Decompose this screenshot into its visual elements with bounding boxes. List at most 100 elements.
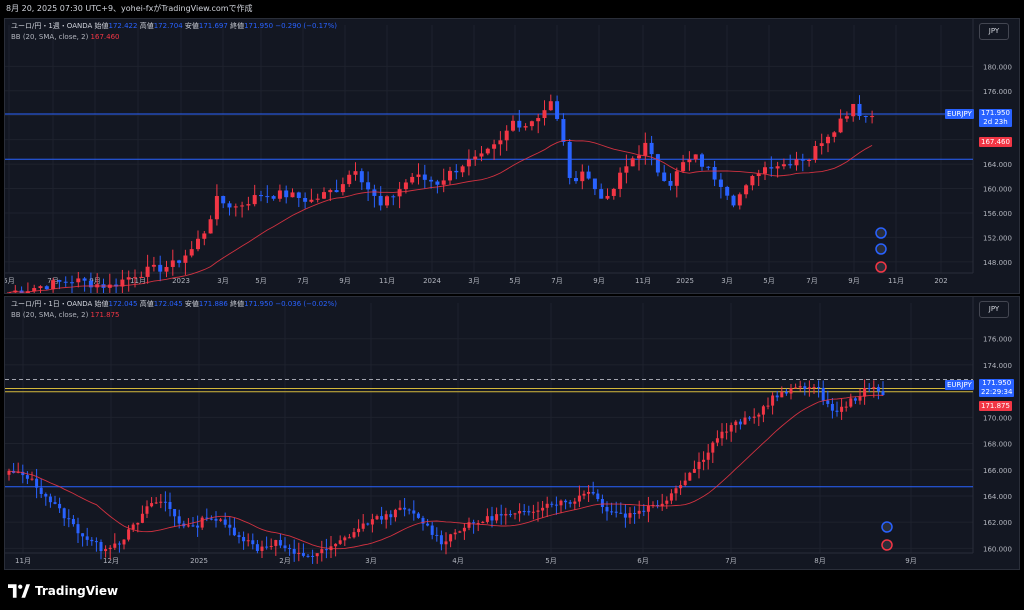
candle-body xyxy=(838,118,843,133)
candle-body xyxy=(90,539,94,542)
daily-close: 171.950 xyxy=(244,300,274,308)
candle-body xyxy=(784,391,788,394)
candle-body xyxy=(748,417,752,419)
candle-body xyxy=(410,176,415,183)
candle-body xyxy=(259,195,263,197)
daily-legend: ユーロ/円・1日・OANDA 始値172.045 高値172.045 安値171… xyxy=(11,300,337,319)
candle-body xyxy=(692,468,696,473)
candle-body xyxy=(637,155,641,159)
candle-body xyxy=(744,185,749,195)
candle-body xyxy=(296,192,301,198)
candle-body xyxy=(752,416,756,418)
x-tick-label: 11月 xyxy=(888,277,904,285)
candle-body xyxy=(454,170,459,173)
candle-body xyxy=(315,553,319,557)
candle-body xyxy=(347,537,351,539)
candle-body xyxy=(681,162,686,172)
y-tick-label: 174.000 xyxy=(983,362,1012,370)
candle-body xyxy=(697,461,701,469)
candle-body xyxy=(453,532,457,535)
x-tick-label: 9月 xyxy=(848,277,859,285)
candle-body xyxy=(448,170,452,181)
event-marker-icon xyxy=(881,539,893,551)
candle-body xyxy=(277,190,282,199)
candle-body xyxy=(518,511,522,514)
candle-body xyxy=(352,532,356,538)
candle-body xyxy=(734,421,738,426)
candle-body xyxy=(391,196,396,198)
candle-body xyxy=(76,524,80,534)
candle-body xyxy=(573,501,577,504)
weekly-close: 171.950 xyxy=(244,22,274,30)
x-tick-label: 3月 xyxy=(365,557,376,565)
candle-body xyxy=(48,496,52,503)
candle-body xyxy=(94,541,98,543)
candle-body xyxy=(715,438,719,443)
candle-body xyxy=(495,514,499,521)
candle-body xyxy=(460,166,465,173)
candle-body xyxy=(357,528,361,533)
candle-body xyxy=(550,503,554,505)
candle-body xyxy=(177,260,182,263)
candle-body xyxy=(361,523,365,529)
candle-body xyxy=(53,502,57,504)
candle-body xyxy=(720,431,724,439)
weekly-currency-button[interactable]: JPY xyxy=(979,23,1009,40)
candle-body xyxy=(191,525,195,527)
daily-symbol-tag: EURJPY xyxy=(945,380,974,390)
candle-body xyxy=(545,503,549,508)
candle-body xyxy=(227,203,232,208)
candle-body xyxy=(481,521,485,524)
candle-body xyxy=(397,189,402,197)
candle-body xyxy=(564,500,568,503)
candle-body xyxy=(674,171,679,186)
x-tick-label: 11月 xyxy=(15,557,31,565)
daily-chart-svg[interactable]: 160.000 162.000 164.000 166.000 168.000 170.0… xyxy=(5,297,1020,570)
x-tick-label: 5月 xyxy=(509,277,520,285)
candle-body xyxy=(76,278,81,283)
daily-indicator[interactable]: BB (20, SMA, close, 2) xyxy=(11,311,89,319)
candle-body xyxy=(306,555,310,557)
candle-body xyxy=(485,148,490,154)
weekly-indicator[interactable]: BB (20, SMA, close, 2) xyxy=(11,33,89,41)
candle-body xyxy=(718,179,723,187)
candle-body xyxy=(729,425,733,432)
candle-body xyxy=(202,233,207,239)
candle-body xyxy=(403,507,407,510)
candle-body xyxy=(228,524,232,528)
candle-body xyxy=(136,522,140,525)
candle-body xyxy=(614,511,618,513)
weekly-legend: ユーロ/円・1週・OANDA 始値172.422 高値172.704 安値171… xyxy=(11,22,337,41)
candle-body xyxy=(186,525,190,527)
candle-body xyxy=(599,189,604,199)
candle-body xyxy=(21,471,25,476)
y-tick-label: 160.000 xyxy=(983,545,1012,553)
candle-body xyxy=(555,101,560,120)
candle-body xyxy=(240,205,245,207)
candle-body xyxy=(416,174,421,177)
candle-body xyxy=(737,194,742,206)
candle-body xyxy=(633,513,637,515)
candle-body xyxy=(164,266,169,272)
candle-body xyxy=(529,121,534,127)
candle-body xyxy=(384,514,388,520)
candle-body xyxy=(334,543,338,547)
weekly-chart-svg[interactable]: 148.000 152.000 156.000 160.000 164.000 176.0… xyxy=(5,19,1020,294)
candle-body xyxy=(88,280,93,288)
candle-body xyxy=(422,174,427,180)
candle-body xyxy=(265,196,270,198)
tradingview-logo[interactable]: TradingView xyxy=(8,582,118,600)
weekly-chart-pane[interactable]: 148.000 152.000 156.000 160.000 164.000 176.0… xyxy=(4,18,1020,294)
y-tick-label: 166.000 xyxy=(983,467,1012,475)
daily-currency-button[interactable]: JPY xyxy=(979,301,1009,318)
candle-body xyxy=(223,519,227,525)
candle-body xyxy=(205,517,209,519)
candle-body xyxy=(237,535,241,538)
candle-body xyxy=(479,153,484,157)
candle-body xyxy=(731,195,736,206)
daily-chart-pane[interactable]: 160.000 162.000 164.000 166.000 168.000 170.0… xyxy=(4,296,1020,570)
candle-body xyxy=(38,286,43,289)
candle-body xyxy=(798,386,802,388)
weekly-indicator-value: 167.460 xyxy=(90,33,120,41)
candle-body xyxy=(504,514,508,516)
